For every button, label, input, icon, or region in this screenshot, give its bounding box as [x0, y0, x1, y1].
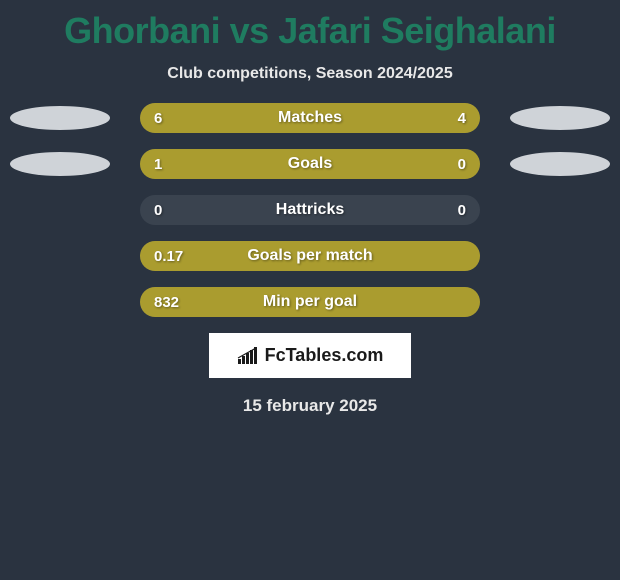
chart-bar-icon	[237, 347, 259, 365]
bar-fill-left	[140, 149, 405, 179]
player-left-marker	[10, 106, 110, 130]
value-left: 6	[154, 110, 162, 127]
date-label: 15 february 2025	[0, 396, 620, 416]
stat-label: Min per goal	[263, 293, 357, 311]
stat-row: 1 0 Goals	[0, 149, 620, 179]
stats-rows: 6 4 Matches 1 0 Goals 0 0 Hattricks 0.17 Goals per…	[0, 103, 620, 317]
value-right: 0	[458, 202, 466, 219]
subtitle: Club competitions, Season 2024/2025	[0, 57, 620, 103]
stat-bar: 1 0 Goals	[140, 149, 480, 179]
player-left-marker	[10, 152, 110, 176]
brand-text: FcTables.com	[265, 345, 384, 366]
stat-bar: 0 0 Hattricks	[140, 195, 480, 225]
value-right: 4	[458, 110, 466, 127]
value-left: 0.17	[154, 248, 183, 265]
stat-label: Goals per match	[247, 247, 372, 265]
page-title: Ghorbani vs Jafari Seighalani	[0, 0, 620, 57]
brand-badge[interactable]: FcTables.com	[209, 333, 412, 378]
stat-label: Matches	[278, 109, 342, 127]
player-right-marker	[510, 106, 610, 130]
stat-label: Goals	[288, 155, 332, 173]
value-left: 1	[154, 156, 162, 173]
bar-fill-right	[405, 149, 480, 179]
value-right: 0	[458, 156, 466, 173]
stat-bar: 0.17 Goals per match	[140, 241, 480, 271]
value-left: 832	[154, 294, 179, 311]
stat-row: 0 0 Hattricks	[0, 195, 620, 225]
stat-label: Hattricks	[276, 201, 344, 219]
stat-row: 6 4 Matches	[0, 103, 620, 133]
stat-row: 832 Min per goal	[0, 287, 620, 317]
player-right-marker	[510, 152, 610, 176]
stat-row: 0.17 Goals per match	[0, 241, 620, 271]
value-left: 0	[154, 202, 162, 219]
brand-wrap: FcTables.com	[0, 333, 620, 378]
stat-bar: 832 Min per goal	[140, 287, 480, 317]
stats-comparison-card: Ghorbani vs Jafari Seighalani Club compe…	[0, 0, 620, 416]
stat-bar: 6 4 Matches	[140, 103, 480, 133]
